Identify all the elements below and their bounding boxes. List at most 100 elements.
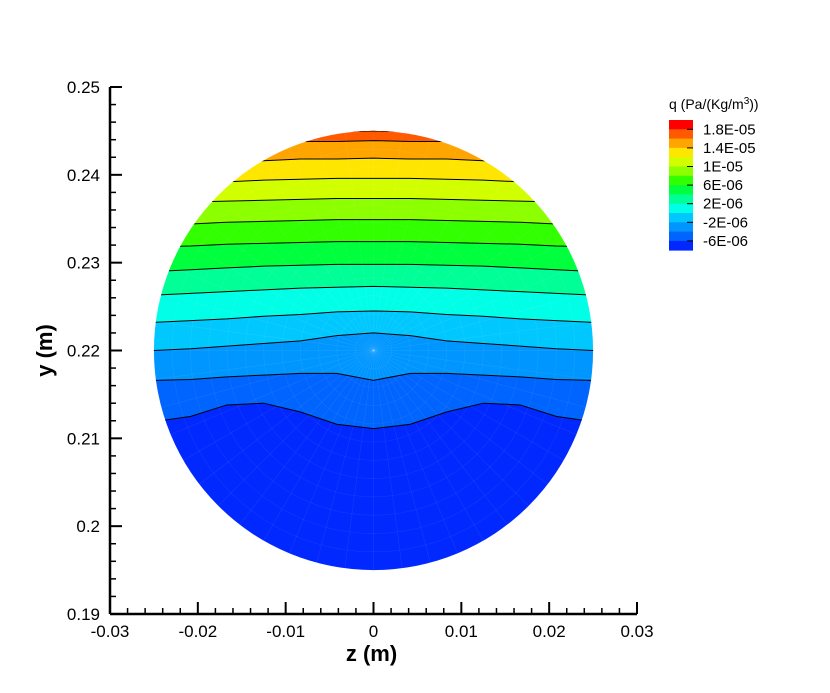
legend-swatch [669,157,693,167]
legend-title-sup: 3 [744,96,750,107]
mesh-radial-line [170,350,374,435]
legend-swatch [669,138,693,149]
mesh-radial-line [199,216,374,351]
x-tick-label: 0 [369,622,378,641]
mesh-ring [263,240,484,461]
mesh-radial-line [373,350,530,507]
legend-title-prefix: q (Pa/(Kg/m [669,96,744,112]
mesh-radial-line [373,138,431,351]
mesh-ring [318,295,429,406]
legend-swatch [669,120,693,130]
mesh-radial-line [373,266,577,351]
contour-line [153,263,594,272]
legend-swatch [669,166,693,177]
legend-label: 1.4E-05 [703,140,756,157]
mesh-radial-line [373,147,458,351]
contour-line [153,219,594,227]
legend-swatch [669,222,693,232]
legend-label: 6E-06 [703,177,743,194]
mesh-radial-line [161,350,374,408]
y-tick-label: 0.21 [67,429,100,448]
mesh-radial-line [316,138,374,351]
legend-label: -2E-06 [703,214,748,231]
legend-swatch [669,129,693,139]
mesh-ring [354,331,393,370]
mesh-radial-line [199,350,374,485]
mesh-ring [281,258,466,443]
mesh-radial-line [373,350,508,525]
contour-line [153,241,594,248]
legend-swatch [669,185,693,195]
mesh-radial-line [373,350,403,569]
legend-swatch [669,231,693,242]
mesh-radial-line [183,350,374,461]
contour-line [153,310,594,323]
x-axis-title: z (m) [346,641,397,666]
mesh-radial-line [373,321,592,351]
y-tick-label: 0.2 [76,517,100,536]
mesh-radial-line [217,350,374,507]
mesh-radial-line [239,176,374,351]
x-tick-label: 0.01 [445,622,478,641]
mesh-radial-line [373,293,586,351]
x-tick-label: 0.03 [620,622,653,641]
y-axis-title: y (m) [32,324,57,377]
mesh-ring [208,185,539,516]
mesh-radial-line [155,350,374,380]
mesh-radial-line [373,194,530,351]
legend-label: 1E-05 [703,159,743,176]
legend-swatch [669,213,693,223]
tick-labels: -0.03 -0.02 -0.01 0 0.01 0.02 0.03 0.19 0.2 0.21 0… [67,78,654,641]
mesh-radial-line [373,350,564,461]
legend-swatch [669,240,693,251]
mesh-radial-line [289,147,374,351]
y-tick-label: 0.23 [67,254,100,273]
mesh-radial-line [373,350,431,563]
contour-line [153,285,594,296]
mesh-radial-line [263,160,374,351]
mesh-ring [245,222,502,479]
contour-line [153,372,594,381]
mesh-radial-line [373,176,508,351]
mesh-radial-line [170,266,374,351]
mesh-ring [226,203,521,498]
legend-title-suffix: )) [749,96,758,112]
legend-title: q (Pa/(Kg/m3)) [669,96,759,113]
y-tick-label: 0.25 [67,78,100,97]
x-tick-label: -0.03 [91,622,130,641]
legend-label: 1.8E-05 [703,121,756,138]
mesh-ring [336,313,411,388]
mesh-radial-line [373,350,484,541]
mesh-ring [190,167,557,534]
legend-swatch [669,175,693,186]
y-tick-label: 0.24 [67,166,100,185]
plot-area [153,130,594,571]
mesh-radial-line [373,350,577,435]
mesh-radial-line [373,216,548,351]
mesh-radial-line [217,194,374,351]
mesh-lines [153,130,594,571]
x-tick-label: 0.02 [533,622,566,641]
mesh-radial-line [373,350,592,380]
legend-swatch [669,194,693,205]
contour-band [153,130,594,136]
x-tick-label: -0.02 [178,622,217,641]
mesh-radial-line [344,350,374,569]
legend-label: 2E-06 [703,196,743,213]
mesh-radial-line [161,293,374,351]
contour-line [153,332,594,351]
x-tick-label: -0.01 [266,622,305,641]
axes [108,86,638,616]
mesh-radial-line [183,240,374,351]
mesh-radial-line [239,350,374,525]
mesh-ring [299,276,448,425]
mesh-radial-line [373,350,586,408]
legend-swatches [669,120,693,251]
mesh-radial-line [373,240,564,351]
mesh-radial-line [155,321,374,351]
legend-swatch [669,147,693,158]
mesh-radial-line [316,350,374,563]
mesh-radial-line [263,350,374,541]
